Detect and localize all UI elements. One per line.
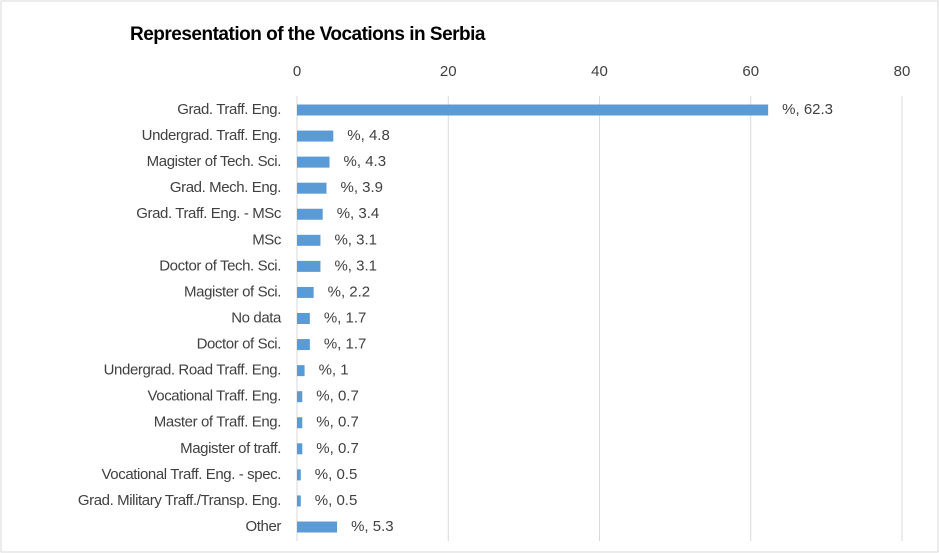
bar [297,313,310,324]
x-tick-label: 20 [440,63,457,80]
y-tick-label: Undergrad. Road Traff. Eng. [104,362,281,379]
bar [297,417,303,429]
x-tick-label: 40 [591,63,608,80]
x-tick-label: 0 [293,63,301,80]
data-label: %, 4.3 [344,153,387,170]
data-label: %, 0.5 [315,466,358,483]
bar [297,286,314,298]
data-label: %, 3.9 [340,179,383,196]
y-tick-label: Doctor of Tech. Sci. [159,257,281,274]
chart-title: Representation of the Vocations in Serbi… [130,24,486,45]
y-tick-label: Grad. Military Traff./Transp. Eng. [78,492,281,509]
data-label: %, 1.7 [324,336,367,353]
data-label: %, 3.1 [334,257,377,274]
bar [297,495,301,507]
y-tick-label: Grad. Mech. Eng. [170,179,281,196]
bar [297,234,321,246]
data-label: %, 5.3 [351,518,394,535]
data-label: %, 0.7 [316,414,359,431]
y-tick-label: Undergrad. Traff. Eng. [142,127,281,144]
y-tick-label: MSc [252,231,282,248]
data-label: %, 0.5 [315,492,358,509]
y-tick-label: Grad. Traff. Eng. - MSc [136,205,282,222]
data-label: %, 1.7 [324,309,367,326]
data-label: %, 1 [319,362,349,379]
y-tick-label: Vocational Traff. Eng. - spec. [102,466,282,483]
bar [297,469,301,481]
y-tick-label: Magister of traff. [180,440,281,457]
y-tick-label: Magister of Tech. Sci. [147,153,281,170]
y-tick-label: Doctor of Sci. [197,336,281,353]
x-tick-label: 80 [894,63,911,80]
bar [297,391,303,403]
data-label: %, 3.4 [337,205,380,222]
bar [297,443,303,455]
data-label: %, 0.7 [316,388,359,405]
data-label: %, 4.8 [347,127,390,144]
bar [297,208,323,220]
y-tick-label: Magister of Sci. [184,283,281,300]
bar [297,365,305,377]
y-tick-label: No data [231,309,282,326]
y-tick-label: Grad. Traff. Eng. [177,101,281,118]
bar [297,339,310,351]
data-label: %, 0.7 [316,440,359,457]
bar [297,130,334,142]
x-tick-label: 60 [742,63,759,80]
y-tick-label: Vocational Traff. Eng. [147,388,281,405]
data-label: %, 62.3 [782,101,833,118]
bar [297,104,769,116]
bar [297,182,327,194]
y-tick-label: Master of Traff. Eng. [154,414,281,431]
bar [297,156,330,168]
data-label: %, 2.2 [328,283,371,300]
y-tick-label: Other [245,518,281,535]
bar [297,260,321,272]
bar [297,521,338,533]
data-label: %, 3.1 [334,231,377,248]
